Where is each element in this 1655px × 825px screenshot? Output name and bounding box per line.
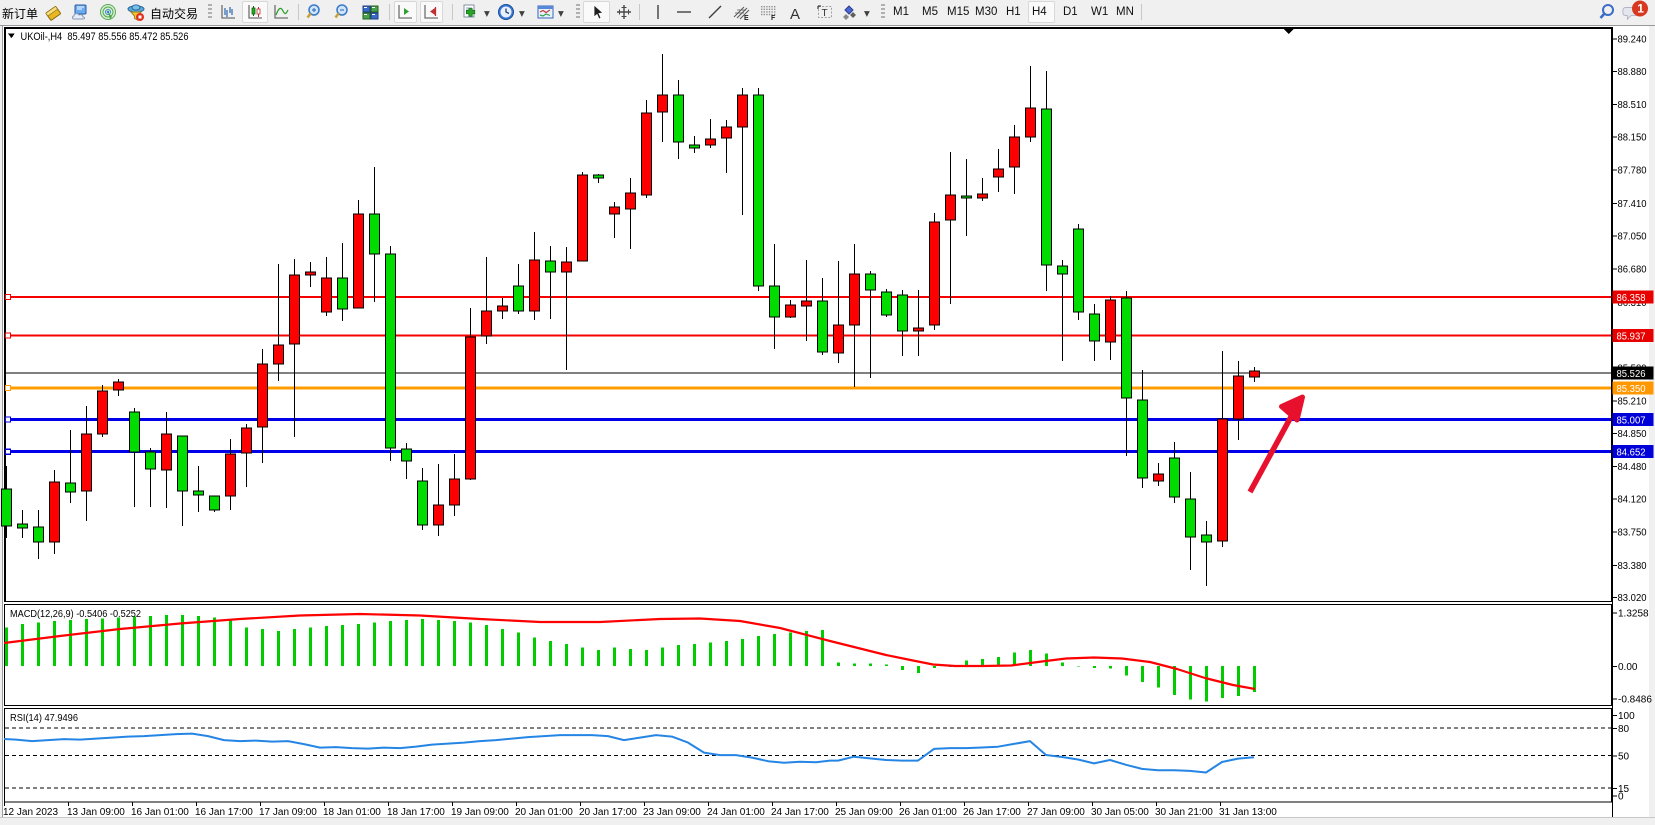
svg-text:88.880: 88.880 (1618, 67, 1647, 78)
svg-text:84.120: 84.120 (1618, 494, 1647, 505)
svg-text:1.3258: 1.3258 (1618, 609, 1649, 620)
svg-text:18 Jan 01:00: 18 Jan 01:00 (323, 807, 381, 818)
svg-text:20 Jan 17:00: 20 Jan 17:00 (579, 807, 637, 818)
svg-text:89.240: 89.240 (1618, 35, 1647, 46)
svg-text:26 Jan 17:00: 26 Jan 17:00 (963, 807, 1021, 818)
svg-text:87.410: 87.410 (1618, 199, 1647, 210)
svg-text:20 Jan 01:00: 20 Jan 01:00 (515, 807, 573, 818)
svg-text:F: F (771, 15, 776, 22)
svg-text:87.780: 87.780 (1618, 166, 1647, 177)
svg-text:0: 0 (1618, 792, 1624, 803)
svg-text:85.526: 85.526 (1617, 369, 1646, 380)
svg-text:26 Jan 01:00: 26 Jan 01:00 (899, 807, 957, 818)
svg-text:80: 80 (1618, 724, 1630, 735)
svg-text:RSI(14) 47.9496: RSI(14) 47.9496 (10, 713, 78, 724)
svg-text:88.510: 88.510 (1618, 100, 1647, 111)
svg-text:25 Jan 09:00: 25 Jan 09:00 (835, 807, 893, 818)
svg-text:100: 100 (1618, 711, 1635, 722)
svg-text:18 Jan 17:00: 18 Jan 17:00 (387, 807, 445, 818)
svg-text:1: 1 (1637, 2, 1644, 16)
svg-text:85.350: 85.350 (1617, 384, 1646, 395)
svg-text:84.850: 84.850 (1618, 429, 1647, 440)
svg-text:UKOil-,H4 85.497 85.556 85.47: UKOil-,H4 85.497 85.556 85.472 85.526 (21, 31, 189, 43)
svg-text:30 Jan 05:00: 30 Jan 05:00 (1091, 807, 1149, 818)
svg-text:30 Jan 21:00: 30 Jan 21:00 (1155, 807, 1213, 818)
svg-text:-0.8486: -0.8486 (1618, 695, 1652, 706)
svg-text:87.050: 87.050 (1618, 231, 1647, 242)
svg-text:16 Jan 17:00: 16 Jan 17:00 (195, 807, 253, 818)
svg-text:85.007: 85.007 (1617, 416, 1646, 427)
svg-text:31 Jan 13:00: 31 Jan 13:00 (1219, 807, 1277, 818)
svg-text:E: E (744, 15, 749, 22)
svg-text:24 Jan 01:00: 24 Jan 01:00 (707, 807, 765, 818)
svg-text:86.680: 86.680 (1618, 265, 1647, 276)
svg-text:T: T (822, 8, 828, 19)
svg-text:15: 15 (1618, 784, 1630, 795)
svg-text:86.358: 86.358 (1617, 293, 1646, 304)
svg-text:83.380: 83.380 (1618, 561, 1647, 572)
svg-text:16 Jan 01:00: 16 Jan 01:00 (131, 807, 189, 818)
svg-text:85.210: 85.210 (1618, 397, 1647, 408)
svg-text:83.020: 83.020 (1618, 593, 1647, 604)
svg-text:85.937: 85.937 (1617, 332, 1646, 343)
svg-text:88.150: 88.150 (1618, 133, 1647, 144)
svg-text:84.480: 84.480 (1618, 462, 1647, 473)
svg-text:12 Jan 2023: 12 Jan 2023 (3, 807, 58, 818)
svg-text:19 Jan 09:00: 19 Jan 09:00 (451, 807, 509, 818)
svg-text:50: 50 (1618, 752, 1630, 763)
svg-text:17 Jan 09:00: 17 Jan 09:00 (259, 807, 317, 818)
svg-text:83.750: 83.750 (1618, 528, 1647, 539)
svg-text:0.00: 0.00 (1618, 662, 1638, 673)
svg-text:24 Jan 17:00: 24 Jan 17:00 (771, 807, 829, 818)
svg-text:23 Jan 09:00: 23 Jan 09:00 (643, 807, 701, 818)
svg-text:13 Jan 09:00: 13 Jan 09:00 (67, 807, 125, 818)
svg-text:MACD(12,26,9) -0.5406 -0.5252: MACD(12,26,9) -0.5406 -0.5252 (10, 609, 141, 620)
svg-text:27 Jan 09:00: 27 Jan 09:00 (1027, 807, 1085, 818)
svg-text:84.652: 84.652 (1617, 448, 1646, 459)
